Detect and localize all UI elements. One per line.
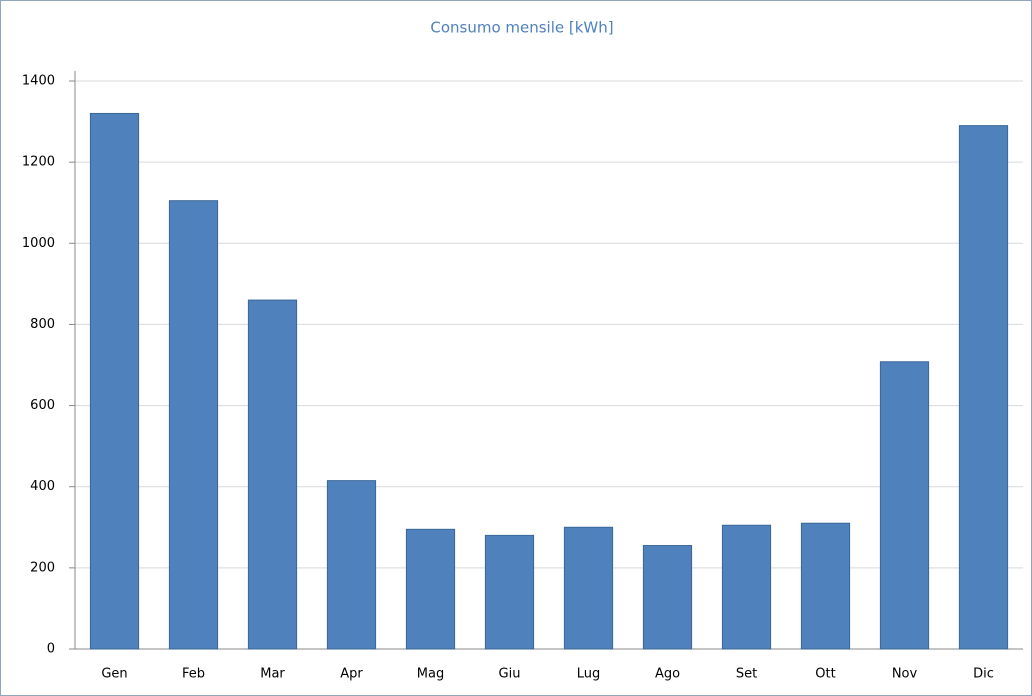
x-tick-label: Feb <box>182 667 205 682</box>
y-tick-label: 200 <box>30 560 55 575</box>
x-tick-label: Nov <box>892 667 918 682</box>
bar <box>800 522 851 650</box>
bar <box>247 299 298 650</box>
y-tick-label: 800 <box>30 317 55 332</box>
bar <box>879 361 930 650</box>
x-tick-label: Mag <box>417 667 444 682</box>
x-tick-label: Dic <box>973 667 994 682</box>
bar <box>958 125 1009 650</box>
y-tick-label: 1000 <box>22 236 55 251</box>
x-tick-label: Gen <box>101 667 127 682</box>
x-tick-label: Set <box>736 667 757 682</box>
y-tick-label: 1400 <box>22 74 55 89</box>
x-tick-label: Ago <box>655 667 680 682</box>
bar <box>642 545 693 650</box>
y-tick-label: 1200 <box>22 155 55 170</box>
bar <box>168 200 219 650</box>
bar <box>326 480 377 650</box>
chart-title: Consumo mensile [kWh] <box>430 19 613 37</box>
x-tick-label: Apr <box>340 667 363 682</box>
bar <box>563 526 614 650</box>
x-tick-label: Lug <box>577 667 601 682</box>
x-tick-label: Ott <box>815 667 835 682</box>
bar <box>405 528 456 650</box>
x-tick-label: Giu <box>499 667 521 682</box>
y-tick-label: 0 <box>47 642 55 657</box>
bar <box>89 112 140 650</box>
bar <box>484 534 535 650</box>
bar <box>721 524 772 650</box>
y-tick-label: 600 <box>30 398 55 413</box>
y-tick-label: 400 <box>30 479 55 494</box>
x-tick-label: Mar <box>260 667 285 682</box>
